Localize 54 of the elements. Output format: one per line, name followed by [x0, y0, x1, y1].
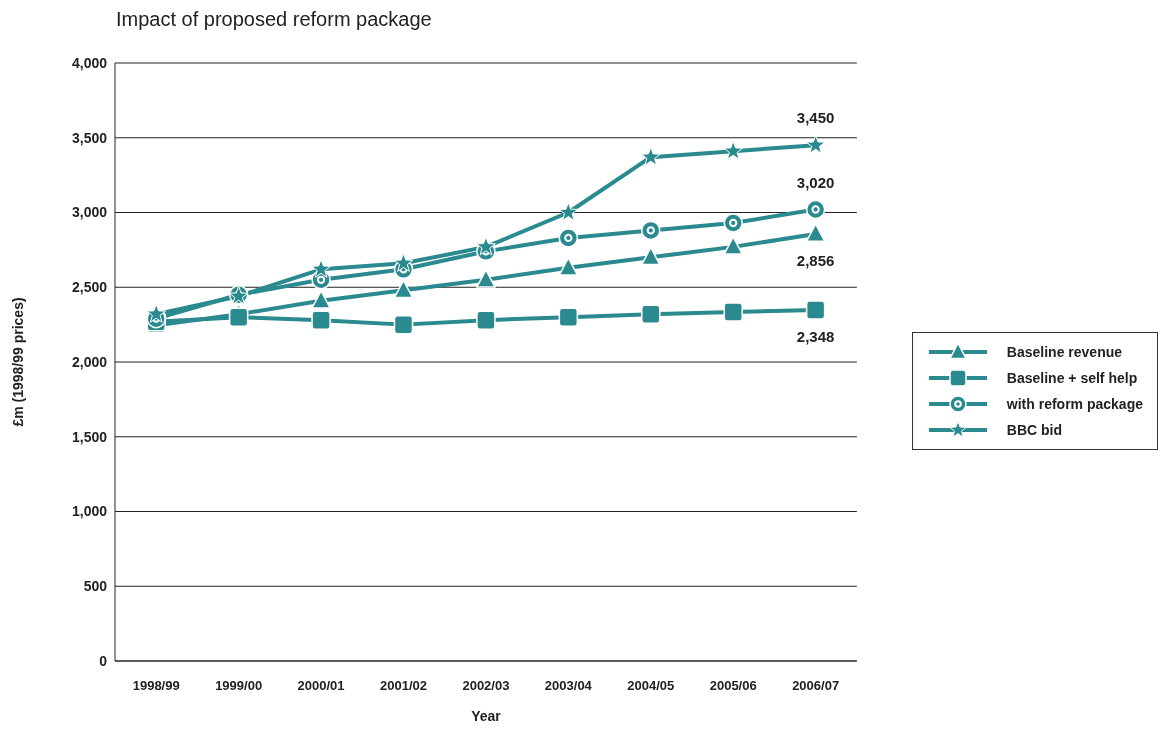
point — [805, 134, 826, 154]
point — [805, 199, 826, 220]
point — [723, 302, 743, 322]
y-tick-label: 1,000 — [71, 503, 108, 520]
y-tick-label: 0 — [99, 652, 108, 669]
point — [805, 300, 826, 320]
point — [641, 246, 661, 266]
point — [558, 257, 579, 276]
point — [641, 220, 661, 241]
x-tick-label: 2000/01 — [297, 678, 345, 694]
x-tick-label: 2003/04 — [544, 678, 593, 694]
point — [641, 304, 661, 324]
point — [393, 252, 414, 272]
x-tick-label: 1999/00 — [215, 678, 263, 694]
point — [476, 269, 496, 288]
point — [311, 258, 331, 278]
y-tick-label: 3,500 — [71, 129, 108, 146]
point — [146, 303, 167, 323]
y-tick-label: 2,500 — [71, 279, 108, 296]
point — [476, 236, 496, 256]
point — [311, 290, 331, 309]
x-axis-title: Year — [471, 708, 502, 724]
x-tick-label: 2004/05 — [627, 678, 675, 694]
point — [558, 307, 579, 327]
y-tick-label: 2,000 — [71, 353, 108, 370]
point — [805, 223, 826, 242]
data-label: 3,450 — [796, 109, 835, 127]
y-tick-label: 1,500 — [71, 428, 108, 445]
point — [723, 236, 743, 255]
x-tick-label: 2005/06 — [709, 678, 757, 694]
y-tick-label: 500 — [83, 578, 108, 595]
legend-label: with reform package — [1006, 396, 1143, 412]
x-tick-label: 2002/03 — [462, 678, 510, 694]
y-tick-label: 4,000 — [71, 54, 108, 71]
legend-label: Baseline revenue — [1006, 344, 1123, 360]
legend-label: Baseline + self help — [1006, 370, 1138, 386]
data-label: 3,020 — [796, 173, 835, 191]
point — [228, 307, 249, 327]
x-tick-label: 2001/02 — [379, 678, 427, 694]
point — [640, 146, 661, 166]
legend-label: BBC bid — [1006, 422, 1063, 438]
y-axis-title: £m (1998/99 prices) — [9, 297, 26, 427]
chart-title: Impact of proposed reform package — [116, 8, 433, 31]
point — [393, 279, 414, 299]
point — [723, 140, 744, 160]
y-tick-label: 3,000 — [71, 204, 108, 221]
data-label: 2,348 — [796, 327, 835, 345]
data-label: 2,856 — [796, 252, 835, 270]
x-tick-label: 1998/99 — [132, 678, 180, 694]
point — [393, 314, 414, 335]
point — [311, 310, 331, 330]
point — [476, 310, 496, 330]
point — [558, 202, 579, 222]
x-tick-label: 2006/07 — [792, 678, 840, 694]
